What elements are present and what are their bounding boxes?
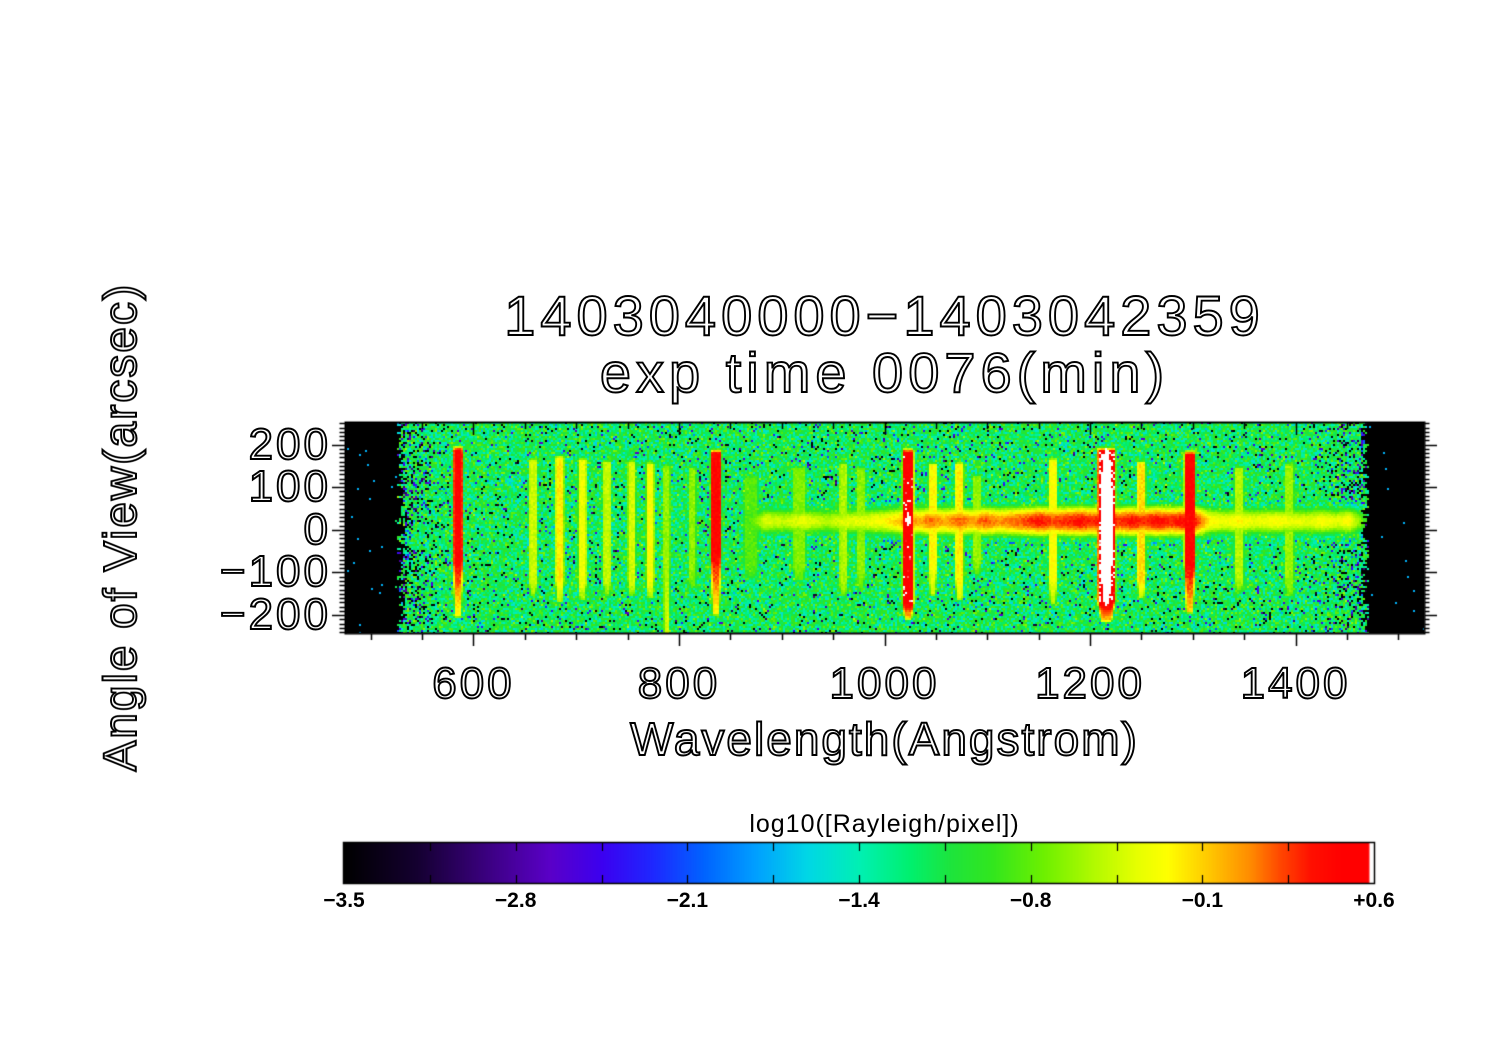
x-tick-label: 800 <box>637 659 721 709</box>
colorbar-tick-label: −3.5 <box>323 889 365 912</box>
y-tick-label: 0 <box>303 504 331 554</box>
colorbar-tick-label: −0.8 <box>1009 889 1052 912</box>
chart-title: 1403040000−1403042359 <box>503 283 1265 348</box>
colorbar-tick-label: +0.6 <box>1353 889 1395 912</box>
x-tick-label: 600 <box>431 659 515 709</box>
x-tick-label: 1000 <box>829 659 940 709</box>
colorbar-tick-label: −1.4 <box>838 889 880 912</box>
x-axis-title: Wavelength(Angstrom) <box>629 712 1139 766</box>
y-tick-label: −100 <box>219 547 331 597</box>
spectral-image-canvas <box>345 422 1424 633</box>
x-tick-label: 1400 <box>1240 659 1351 709</box>
x-tick-label: 1200 <box>1034 659 1145 709</box>
y-tick-label: 200 <box>248 419 331 469</box>
y-tick-label: 100 <box>248 462 331 512</box>
colorbar-tick-label: −2.8 <box>494 889 537 912</box>
colorbar-tick-label: −0.1 <box>1181 889 1224 912</box>
colorbar-title: log10([Rayleigh/pixel]) <box>749 810 1020 838</box>
y-tick-label: −200 <box>219 590 331 640</box>
colorbar-tick-label: −2.1 <box>666 889 709 912</box>
chart-subtitle: exp time 0076(min) <box>599 340 1170 405</box>
